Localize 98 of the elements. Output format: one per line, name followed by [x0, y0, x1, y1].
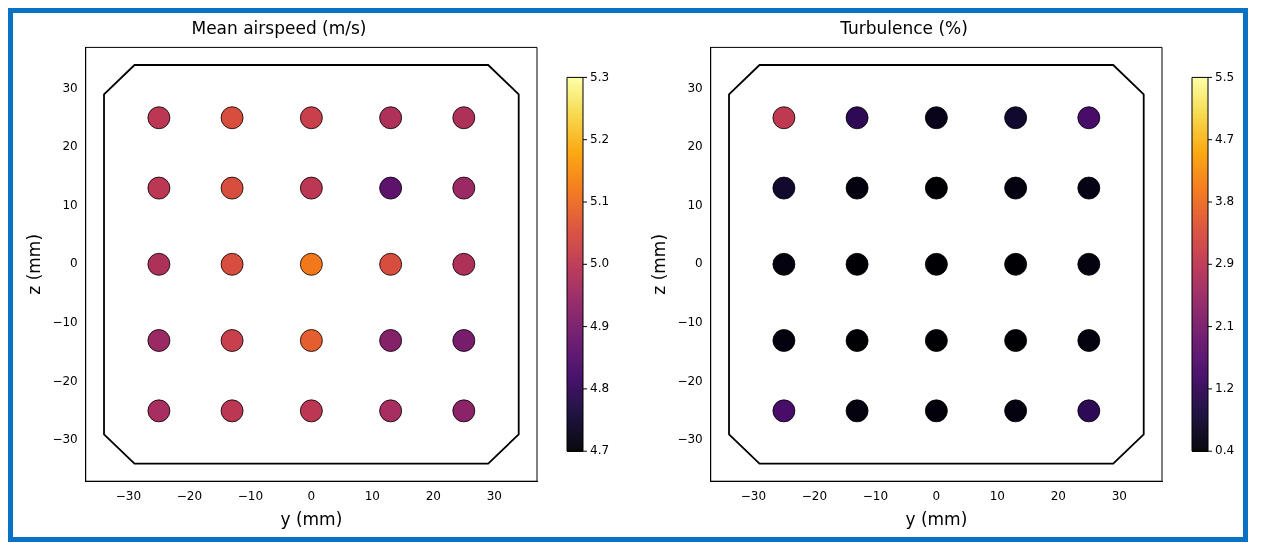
y-tick-label: −20	[677, 373, 703, 388]
color-bar-label: 5.2	[590, 131, 610, 146]
point	[147, 252, 171, 276]
point	[379, 329, 403, 352]
point	[1004, 329, 1028, 352]
color-bar-label: 1.2	[1215, 381, 1235, 396]
color-bar-label: 5.0	[590, 256, 610, 271]
x-tick-label: 20	[1050, 488, 1066, 503]
point	[1077, 399, 1101, 423]
point	[772, 329, 796, 352]
point	[379, 252, 403, 276]
y-tick-label: 20	[62, 139, 78, 154]
color-bar-label: 5.1	[590, 194, 610, 209]
point	[924, 176, 948, 200]
point	[220, 252, 244, 276]
point	[379, 176, 403, 200]
y-tick-label: −20	[52, 373, 78, 388]
point	[772, 252, 796, 276]
point	[845, 252, 869, 276]
y-tick-label: 30	[687, 80, 703, 95]
y-tick-label: −30	[52, 432, 78, 447]
point	[452, 252, 476, 276]
y-tick-label: 20	[687, 139, 703, 154]
point	[299, 106, 323, 130]
point	[452, 329, 476, 352]
point	[924, 329, 948, 352]
color-bar-label: 5.5	[1215, 69, 1235, 84]
y-axis-title: z (mm)	[648, 233, 669, 295]
point	[772, 176, 796, 200]
color-bar-label: 4.8	[590, 381, 610, 396]
chart-title: Mean airspeed (m/s)	[191, 17, 367, 38]
point	[299, 399, 323, 423]
point	[924, 252, 948, 276]
y-tick-label: 30	[62, 80, 78, 95]
y-tick-label: 0	[695, 256, 703, 271]
point	[220, 329, 244, 352]
point	[147, 399, 171, 423]
color-bar-label: 5.3	[590, 69, 610, 84]
x-tick-label: −10	[862, 488, 889, 503]
x-tick-label: 20	[425, 488, 441, 503]
color-bar-label: 2.1	[1215, 318, 1235, 333]
point	[845, 106, 869, 130]
color-bar-label: 0.4	[1215, 443, 1235, 458]
x-tick-label: −20	[801, 488, 828, 503]
point	[220, 176, 244, 200]
color-bar-label: 4.9	[590, 318, 610, 333]
point	[924, 106, 948, 130]
x-tick-label: −30	[740, 488, 767, 503]
y-tick-label: 10	[687, 197, 703, 212]
x-tick-label: 10	[364, 488, 380, 503]
point	[147, 329, 171, 352]
y-tick-label: −10	[52, 315, 78, 330]
y-tick-label: 10	[62, 197, 78, 212]
y-tick-label: 0	[70, 256, 78, 271]
x-axis-title: y (mm)	[280, 509, 343, 530]
point	[220, 399, 244, 423]
color-bar-label: 4.7	[590, 443, 610, 458]
x-tick-label: 30	[1111, 488, 1127, 503]
x-tick-label: 10	[989, 488, 1005, 503]
x-tick-label: −20	[176, 488, 203, 503]
point	[1077, 176, 1101, 200]
point	[845, 399, 869, 423]
x-tick-label: 0	[307, 488, 316, 503]
point	[845, 329, 869, 352]
point	[1004, 106, 1028, 130]
point	[1077, 329, 1101, 352]
point	[1004, 176, 1028, 200]
point	[299, 329, 323, 352]
point	[299, 252, 323, 276]
point	[1004, 252, 1028, 276]
x-tick-label: −10	[237, 488, 264, 503]
point	[772, 106, 796, 130]
point	[1077, 106, 1101, 130]
point	[452, 399, 476, 423]
point	[845, 176, 869, 200]
color-bar-label: 2.9	[1215, 256, 1235, 271]
x-tick-label: 0	[932, 488, 941, 503]
point	[379, 106, 403, 130]
point	[1004, 399, 1028, 423]
color-bar-label: 3.8	[1215, 194, 1235, 209]
x-axis-title: y (mm)	[905, 509, 968, 530]
point	[379, 399, 403, 423]
y-axis-title: z (mm)	[23, 233, 44, 295]
color-bar-label: 4.7	[1215, 131, 1235, 146]
point	[772, 399, 796, 423]
point	[1077, 252, 1101, 276]
point	[220, 106, 244, 130]
point	[299, 176, 323, 200]
x-tick-label: 30	[486, 488, 502, 503]
chart-title: Turbulence (%)	[839, 17, 968, 38]
y-tick-label: −10	[677, 315, 703, 330]
point	[452, 106, 476, 130]
y-tick-label: −30	[677, 432, 703, 447]
point	[147, 106, 171, 130]
point	[147, 176, 171, 200]
x-tick-label: −30	[115, 488, 142, 503]
point	[452, 176, 476, 200]
point	[924, 399, 948, 423]
